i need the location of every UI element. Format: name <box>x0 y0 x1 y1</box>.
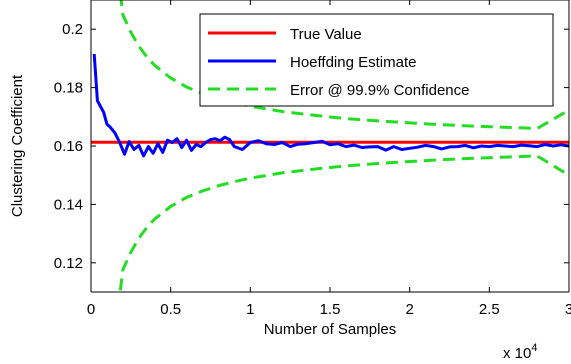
x-multiplier-base: x 10 <box>503 345 531 362</box>
x-tick-label: 1.5 <box>320 301 341 318</box>
x-tick-label: 1 <box>246 301 254 318</box>
legend: True Value Hoeffding Estimate Error @ 99… <box>199 13 554 107</box>
series-error-lower-line <box>118 154 569 292</box>
x-tick-label: 3 <box>565 301 571 318</box>
legend-label-error-confidence: Error @ 99.9% Confidence <box>290 82 469 99</box>
x-axis-title: Number of Samples <box>264 321 397 338</box>
ticks: 0 0.5 1 1.5 2 2.5 3 0.12 0.14 0.16 0.18 0.2 <box>54 0 571 318</box>
x-tick-label: 2 <box>405 301 413 318</box>
y-tick-label: 0.12 <box>54 255 83 272</box>
y-axis-title: Clustering Coefficient <box>9 74 26 217</box>
y-tick-label: 0.2 <box>62 21 83 38</box>
legend-label-true-value: True Value <box>290 26 362 43</box>
y-tick-label: 0.16 <box>54 138 83 155</box>
legend-label-hoeffding-estimate: Hoeffding Estimate <box>290 54 416 71</box>
x-tick-label: 0 <box>87 301 95 318</box>
series-hoeffding-estimate-line <box>92 53 569 158</box>
x-tick-label: 0.5 <box>160 301 181 318</box>
x-multiplier: x 104 <box>503 342 537 362</box>
y-tick-label: 0.18 <box>54 80 83 97</box>
x-multiplier-exponent: 4 <box>531 342 537 354</box>
x-tick-label: 2.5 <box>479 301 500 318</box>
y-tick-label: 0.14 <box>54 196 83 213</box>
